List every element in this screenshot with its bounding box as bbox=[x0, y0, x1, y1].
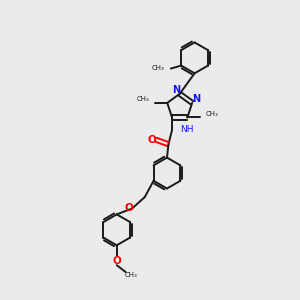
Text: CH₃: CH₃ bbox=[137, 96, 149, 102]
Text: CH₃: CH₃ bbox=[152, 65, 164, 71]
Text: NH: NH bbox=[180, 125, 194, 134]
Text: CH₃: CH₃ bbox=[124, 272, 137, 278]
Text: O: O bbox=[112, 256, 121, 266]
Text: N: N bbox=[192, 94, 200, 104]
Text: N: N bbox=[172, 85, 180, 95]
Text: O: O bbox=[124, 203, 133, 213]
Text: O: O bbox=[147, 135, 156, 145]
Text: CH₃: CH₃ bbox=[205, 111, 218, 117]
